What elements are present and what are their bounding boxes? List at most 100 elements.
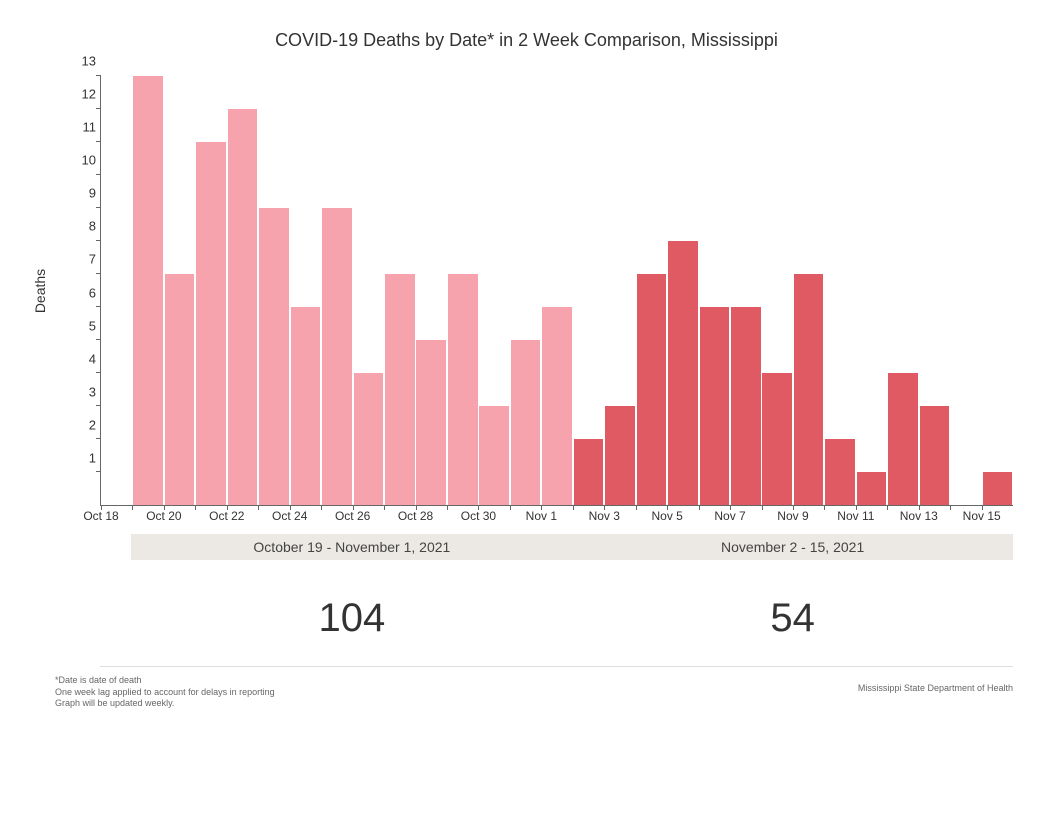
x-tick-label: Nov 9	[777, 509, 808, 523]
bar	[354, 373, 384, 505]
x-tick-slot: Oct 30	[478, 505, 509, 525]
x-tick-slot: Nov 7	[730, 505, 761, 525]
bar	[700, 307, 730, 505]
x-tick-label: Oct 28	[398, 509, 433, 523]
y-tick-label: 8	[72, 219, 96, 234]
footer: *Date is date of death One week lag appl…	[55, 675, 1013, 710]
bar-slot	[101, 76, 132, 505]
x-tick-slot: Oct 26	[353, 505, 384, 525]
x-tick-slot: Oct 28	[416, 505, 447, 525]
x-tickmark	[510, 505, 511, 510]
chart-title: COVID-19 Deaths by Date* in 2 Week Compa…	[0, 30, 1053, 51]
bar	[385, 274, 415, 505]
x-tickmark	[321, 505, 322, 510]
bar	[259, 208, 289, 505]
x-tickmark	[258, 505, 259, 510]
period-band-right: November 2 - 15, 2021	[572, 534, 1013, 560]
divider	[100, 666, 1013, 667]
bars-group	[101, 76, 1013, 505]
bar-slot	[950, 76, 981, 505]
bar	[133, 76, 163, 505]
bar-slot	[164, 76, 195, 505]
x-tick-slot: Oct 20	[164, 505, 195, 525]
x-tickmark	[447, 505, 448, 510]
y-tick-label: 13	[72, 54, 96, 69]
x-tick-label: Oct 30	[461, 509, 496, 523]
bar	[920, 406, 950, 505]
footnotes: *Date is date of death One week lag appl…	[55, 675, 275, 710]
total-right: 54	[572, 588, 1013, 648]
bar-slot	[258, 76, 289, 505]
bar	[983, 472, 1013, 505]
x-tick-slot: Nov 5	[667, 505, 698, 525]
x-tick-slot: Nov 1	[541, 505, 572, 525]
x-tick-slot: Oct 22	[227, 505, 258, 525]
bar	[668, 241, 698, 505]
bar-slot	[541, 76, 572, 505]
bar-slot	[636, 76, 667, 505]
x-tickmark	[950, 505, 951, 510]
y-tick-label: 12	[72, 87, 96, 102]
bar-slot	[290, 76, 321, 505]
bar	[574, 439, 604, 505]
bar	[888, 373, 918, 505]
bar-slot	[478, 76, 509, 505]
x-tickmark	[762, 505, 763, 510]
bar-slot	[384, 76, 415, 505]
x-tick-label: Nov 5	[651, 509, 682, 523]
bar	[416, 340, 446, 505]
x-tick-label: Oct 20	[146, 509, 181, 523]
x-tick-slot: Oct 24	[290, 505, 321, 525]
y-tick-label: 11	[72, 120, 96, 135]
bar-slot	[416, 76, 447, 505]
footnote-line-3: Graph will be updated weekly.	[55, 698, 275, 710]
x-tick-label: Oct 24	[272, 509, 307, 523]
x-tickmark	[824, 505, 825, 510]
bar	[479, 406, 509, 505]
bar-slot	[762, 76, 793, 505]
x-tickmark	[887, 505, 888, 510]
bar	[291, 307, 321, 505]
bar-slot	[919, 76, 950, 505]
footnote-line-1: *Date is date of death	[55, 675, 275, 687]
bar	[228, 109, 258, 505]
x-tick-label: Nov 15	[963, 509, 1001, 523]
x-tick-label: Nov 3	[589, 509, 620, 523]
total-left: 104	[131, 588, 572, 648]
x-tickmark	[573, 505, 574, 510]
bar-slot	[856, 76, 887, 505]
bar-slot	[730, 76, 761, 505]
footnote-line-2: One week lag applied to account for dela…	[55, 687, 275, 699]
x-tick-label: Oct 26	[335, 509, 370, 523]
x-tick-label: Oct 18	[83, 509, 118, 523]
x-tick-label: Nov 7	[714, 509, 745, 523]
bar-slot	[699, 76, 730, 505]
total-pad-left	[100, 588, 131, 648]
bar	[794, 274, 824, 505]
bar	[542, 307, 572, 505]
bar-slot	[573, 76, 604, 505]
bar-slot	[982, 76, 1013, 505]
y-tick-label: 5	[72, 318, 96, 333]
y-axis-label: Deaths	[32, 269, 48, 313]
bar	[511, 340, 541, 505]
period-band-left: October 19 - November 1, 2021	[131, 534, 572, 560]
x-tick-slot: Nov 3	[604, 505, 635, 525]
bar	[762, 373, 792, 505]
plot-area: Oct 18Oct 20Oct 22Oct 24Oct 26Oct 28Oct …	[100, 76, 1013, 506]
bar	[322, 208, 352, 505]
x-tick-slot: Oct 18	[101, 505, 132, 525]
bar-slot	[195, 76, 226, 505]
x-tick-label: Nov 13	[900, 509, 938, 523]
bar-slot	[887, 76, 918, 505]
bar	[196, 142, 226, 505]
x-tick-slot: Nov 15	[982, 505, 1013, 525]
y-tick-label: 10	[72, 153, 96, 168]
bar-slot	[667, 76, 698, 505]
bar-slot	[321, 76, 352, 505]
x-tick-label: Nov 1	[526, 509, 557, 523]
bar-slot	[227, 76, 258, 505]
y-tick-label: 3	[72, 384, 96, 399]
y-tick-label: 1	[72, 450, 96, 465]
x-tick-slot: Nov 13	[919, 505, 950, 525]
